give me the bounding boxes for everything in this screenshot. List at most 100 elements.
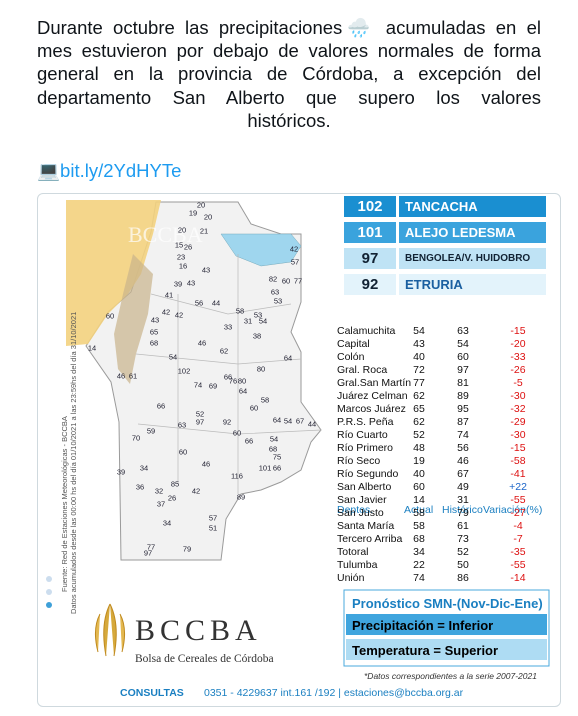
table-cell: -30 (510, 429, 526, 441)
map-label: 23 (176, 252, 186, 262)
table-cell: 74 (457, 429, 469, 441)
table-cell: 61 (457, 520, 469, 532)
forecast-temperature: Temperatura = Superior (352, 643, 499, 658)
map-label: 58 (260, 395, 270, 405)
department: Marcos Juárez (337, 403, 406, 415)
map-label: 67 (295, 416, 305, 426)
forecast-precipitation: Precipitación = Inferior (352, 618, 494, 633)
map-label: 39 (173, 279, 183, 289)
table-cell: 79 (457, 507, 469, 519)
table-cell: 97 (457, 364, 469, 376)
map-label: 65 (149, 327, 159, 337)
ranking-name: BENGOLEA/V. HUIDOBRO (399, 248, 546, 269)
map-label: 46 (197, 338, 207, 348)
map-label: 54 (269, 434, 279, 444)
sierras (114, 254, 153, 384)
table-cell: 68 (413, 533, 425, 545)
map-label: 38 (252, 331, 262, 341)
map-label: 66 (272, 463, 282, 473)
map-label: 68 (268, 444, 278, 454)
table-cell: 89 (457, 390, 469, 402)
map-label: 77 (146, 542, 156, 552)
map-label: 46 (201, 459, 211, 469)
map-label: 32 (154, 486, 164, 496)
map: BCCBA (46, 200, 550, 667)
infographic[interactable]: BCCBA Fuente: Red de Estaciones Meteorol… (37, 193, 561, 707)
table-cell: 67 (457, 468, 469, 480)
footnote: *Datos correspondientes a la serie 2007-… (364, 671, 537, 681)
map-label: 58 (235, 306, 245, 316)
map-label: 36 (135, 482, 145, 492)
map-label: 53 (253, 310, 263, 320)
map-label: 57 (208, 513, 218, 523)
map-label: 79 (182, 544, 192, 554)
table-cell: -20 (510, 338, 526, 350)
table-cell: 19 (413, 455, 425, 467)
map-label: 89 (236, 492, 246, 502)
department: Tulumba (337, 559, 378, 571)
ranking-name: ETRURIA (399, 274, 546, 295)
map-label: 52 (195, 409, 205, 419)
map-label: 64 (238, 386, 248, 396)
table-cell: 81 (457, 377, 469, 389)
table-cell: -30 (510, 390, 526, 402)
department: Unión (337, 572, 365, 584)
map-label: 62 (219, 346, 229, 356)
map-label: 54 (258, 316, 268, 326)
table-cell: 40 (413, 351, 425, 363)
map-label: 66 (244, 436, 254, 446)
period-note: Datos acumulados desde las 00:00 hs del … (69, 311, 78, 614)
table-cell: 31 (457, 494, 469, 506)
table-cell: 73 (457, 533, 469, 545)
map-label: 42 (289, 244, 299, 254)
department: Gral.San Martín (337, 377, 412, 389)
table-cell: 62 (413, 390, 425, 402)
map-label: 53 (273, 296, 283, 306)
dot (46, 602, 52, 608)
map-label: 75 (272, 452, 282, 462)
map-label: 54 (168, 352, 178, 362)
table-cell: 72 (413, 364, 425, 376)
department: Río Cuarto (337, 429, 388, 441)
map-label: 34 (162, 518, 172, 528)
logo-name: BCCBA (135, 614, 262, 647)
table-cell: -41 (510, 468, 526, 480)
map-label: 63 (177, 420, 187, 430)
table-cell: -5 (513, 377, 523, 389)
department: Totoral (337, 546, 369, 558)
forecast-row (346, 639, 547, 660)
map-label: 92 (222, 417, 232, 427)
map-label: 37 (156, 499, 166, 509)
wheat-icon (94, 613, 126, 653)
table-cell: -7 (513, 533, 523, 545)
department: Calamuchita (337, 325, 396, 337)
map-label: 77 (293, 276, 303, 286)
tweet-line: departamento San Alberto que supero los … (37, 87, 541, 108)
table-header: Variación(%) (483, 504, 543, 516)
ranking-value: 102 (344, 196, 396, 217)
map-label: 80 (256, 364, 266, 374)
table-cell: 58 (413, 507, 425, 519)
mountain-area (66, 200, 161, 346)
map-label: 15 (174, 240, 184, 250)
table-cell: -33 (510, 351, 526, 363)
tweet-link[interactable]: 💻bit.ly/2YdHYTe (37, 160, 181, 182)
map-label: 74 (193, 380, 203, 390)
map-label: 21 (199, 226, 209, 236)
contact-label: CONSULTAS (120, 687, 184, 699)
map-label: 85 (170, 479, 180, 489)
map-label: 43 (150, 315, 160, 325)
table-cell: +22 (509, 481, 527, 493)
table-cell: -55 (510, 559, 526, 571)
ranking-value: 92 (344, 274, 396, 295)
map-label: 102 (177, 366, 191, 376)
map-label: 63 (270, 287, 280, 297)
map-label: 61 (128, 371, 138, 381)
table-header: Actual (404, 504, 434, 516)
link-text[interactable]: bit.ly/2YdHYTe (60, 160, 182, 181)
department: San Alberto (337, 481, 392, 493)
table-cell: 52 (457, 546, 469, 558)
map-label: 70 (131, 433, 141, 443)
table-cell: 34 (413, 546, 425, 558)
map-label: 42 (191, 486, 201, 496)
